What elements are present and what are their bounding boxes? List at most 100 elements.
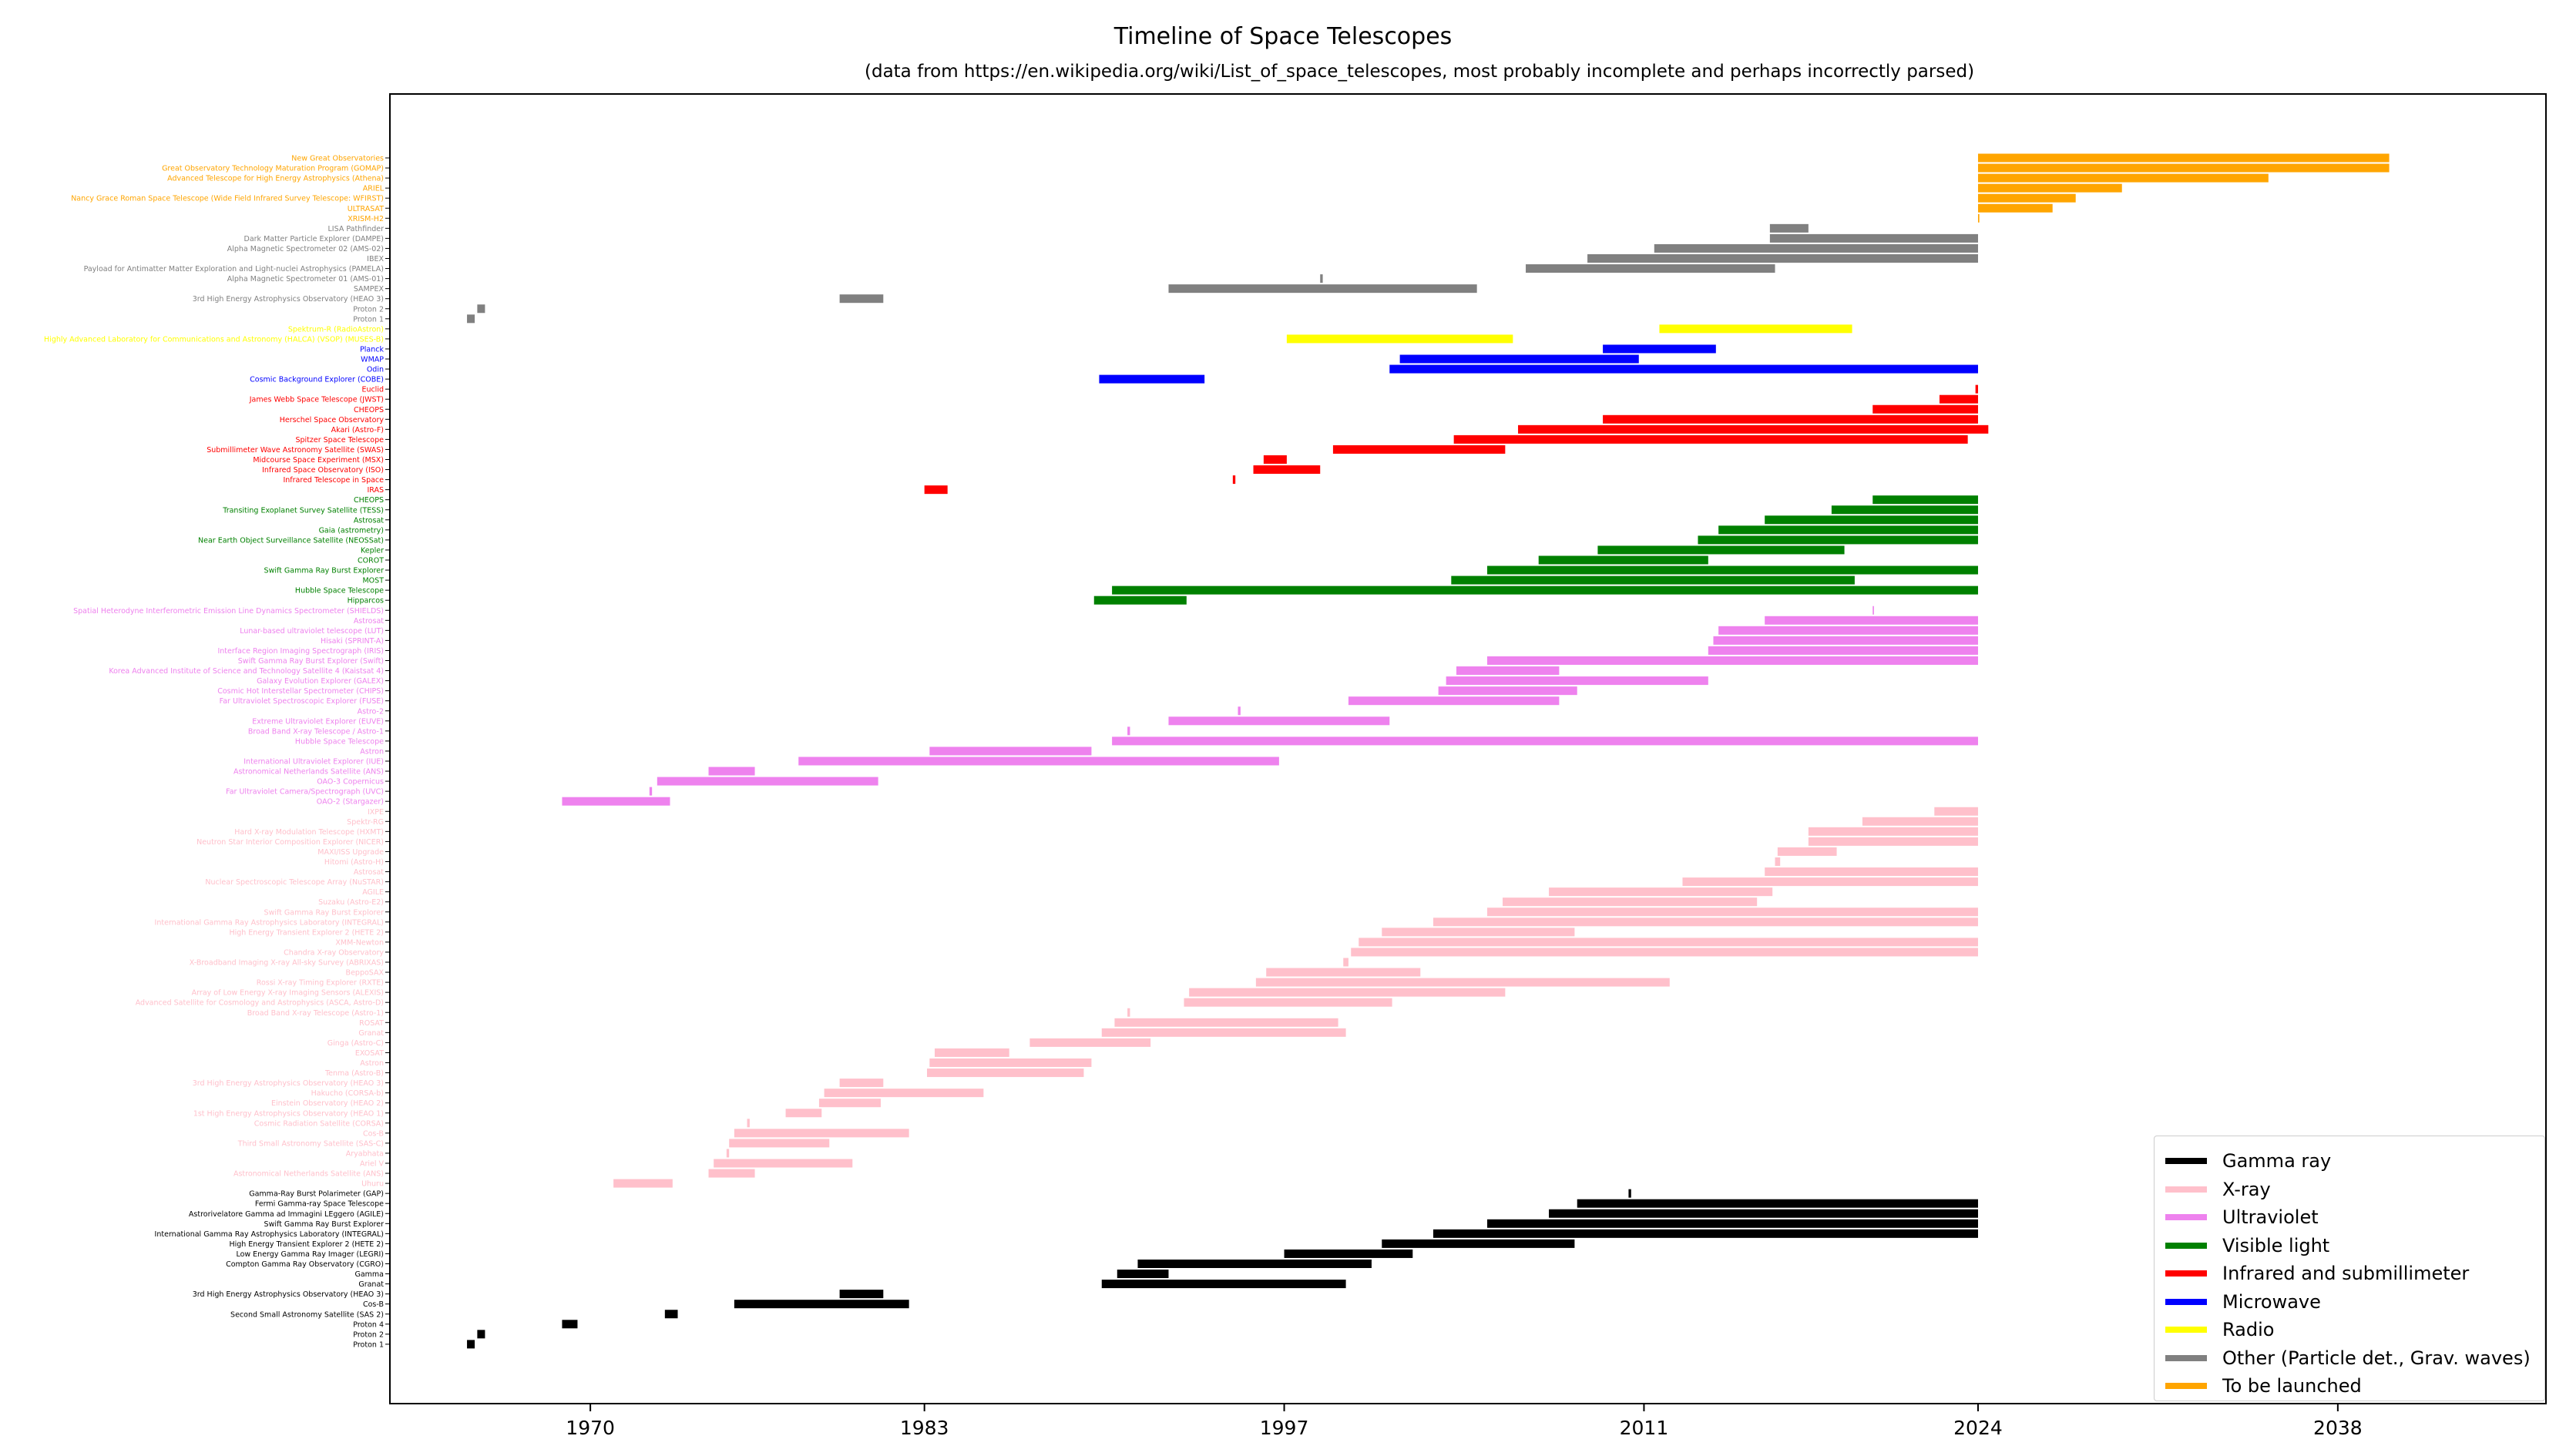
y-tick-label: New Great Observatories	[291, 155, 384, 163]
y-tick-label: Interface Region Imaging Spectrograph (I…	[217, 647, 384, 656]
y-tick-label: High Energy Transient Explorer 2 (HETE 2…	[229, 928, 384, 937]
bar-xray-76	[1432, 918, 1978, 927]
y-tick-label: Astro-2	[358, 707, 384, 716]
legend-item-gamma: Gamma ray	[2155, 1147, 2331, 1175]
y-tick-label: Astrosat	[354, 617, 384, 626]
bar-gamma-109	[1284, 1249, 1413, 1258]
x-tick-label: 2038	[2313, 1417, 2363, 1439]
y-tick-label: Ariel V	[360, 1160, 385, 1169]
bar-infrared-31	[1253, 465, 1321, 475]
y-tick-label: Gamma	[354, 1270, 384, 1279]
bar-gamma-113	[839, 1290, 884, 1299]
legend-item-visible: Visible light	[2155, 1232, 2329, 1260]
bar-visible-34	[1872, 495, 1978, 505]
bar-uv-53	[1438, 686, 1577, 696]
bar-tolaunch-1	[1977, 163, 2390, 173]
bar-xray-97	[734, 1129, 909, 1138]
bar-xray-83	[1189, 988, 1506, 997]
y-tick-label: Hisaki (SPRINT-A)	[321, 637, 384, 646]
y-tick-label: Ginga (Astro-C)	[327, 1039, 384, 1048]
y-tick-label: Proton 4	[353, 1320, 384, 1329]
bar-visible-43	[1112, 585, 1978, 595]
y-tick-label: Great Observatory Technology Maturation …	[162, 165, 384, 173]
y-tick-label: Dark Matter Particle Explorer (DAMPE)	[244, 235, 384, 243]
bar-uv-46	[1765, 616, 1978, 625]
y-tick-label: Cosmic Radiation Satellite (CORSA)	[254, 1119, 384, 1128]
bar-infrared-26	[1603, 414, 1978, 424]
bar-uv-56	[1168, 716, 1390, 726]
bar-xray-87	[1101, 1028, 1346, 1037]
bar-gamma-116	[562, 1320, 578, 1329]
bar-xray-93	[824, 1089, 984, 1098]
bar-uv-51	[1456, 666, 1560, 676]
bar-xray-88	[1029, 1038, 1151, 1047]
y-tick-label: James Webb Space Telescope (JWST)	[249, 396, 384, 404]
legend-swatch	[2165, 1270, 2207, 1277]
y-tick-label: MAXI/ISS Upgrade	[317, 848, 384, 857]
bar-xray-77	[1382, 928, 1575, 937]
y-tick-label: Astrosat	[354, 868, 384, 877]
y-tick-label: Granat	[358, 1280, 384, 1289]
y-tick-label: Compton Gamma Ray Observatory (CGRO)	[226, 1260, 384, 1269]
bar-gamma-117	[477, 1330, 485, 1339]
bar-uv-63	[649, 787, 653, 796]
bar-xray-72	[1682, 877, 1978, 887]
legend-label: Microwave	[2222, 1290, 2321, 1313]
bar-microwave-20	[1399, 354, 1639, 364]
bar-visible-36	[1765, 515, 1978, 525]
bar-other-7	[1769, 223, 1809, 233]
bar-xray-78	[1359, 938, 1978, 947]
bar-xray-86	[1114, 1018, 1338, 1027]
y-tick-label: Swift Gamma Ray Burst Explorer	[264, 567, 385, 575]
y-tick-label: Korea Advanced Institute of Science and …	[109, 667, 384, 676]
y-tick-label: Far Ultraviolet Camera/Spectrograph (UVC…	[226, 788, 384, 797]
y-tick-label: Hard X-ray Modulation Telescope (HXMT)	[234, 828, 384, 837]
y-tick-label: Hakucho (CORSA-b)	[311, 1089, 384, 1098]
bar-uv-54	[1348, 696, 1560, 706]
bar-visible-39	[1597, 545, 1845, 555]
y-tick-label: Hitomi (Astro-H)	[324, 858, 384, 867]
y-tick-label: Rossi X-ray Timing Explorer (RXTE)	[257, 979, 384, 988]
y-tick-label: OAO-3 Copernicus	[317, 778, 384, 787]
bar-other-9	[1654, 243, 1978, 253]
x-tick-label: 1970	[566, 1417, 615, 1439]
y-tick-label: XRISM-H2	[348, 215, 384, 223]
bar-xray-84	[1184, 998, 1392, 1007]
y-tick-label: WMAP	[361, 356, 384, 364]
y-tick-label: Gamma-Ray Burst Polarimeter (GAP)	[249, 1190, 384, 1199]
y-tick-label: Infrared Space Observatory (ISO)	[262, 466, 384, 475]
y-tick-label: Lunar-based ultraviolet telescope (LUT)	[240, 627, 384, 636]
y-tick-label: XMM-Newton	[335, 938, 384, 947]
y-tick-label: Chandra X-ray Observatory	[284, 948, 384, 957]
y-tick-label: Fermi Gamma-ray Space Telescope	[255, 1200, 384, 1209]
legend-item-microwave: Microwave	[2155, 1288, 2321, 1316]
bar-other-16	[467, 314, 475, 324]
y-tick-label: IXPE	[368, 808, 384, 817]
bar-visible-37	[1718, 525, 1978, 535]
y-tick-label: Tenma (Astro-B)	[324, 1069, 384, 1078]
legend-label: Radio	[2222, 1319, 2275, 1340]
y-tick-label: Broad Band X-ray Telescope / Astro-1	[248, 727, 384, 736]
y-tick-label: Odin	[367, 366, 384, 374]
y-tick-label: Hipparcos	[348, 597, 384, 606]
bar-gamma-104	[1577, 1199, 1978, 1208]
y-tick-label: Transiting Exoplanet Survey Satellite (T…	[222, 506, 384, 515]
y-tick-label: AGILE	[362, 888, 384, 897]
bar-xray-98	[729, 1139, 830, 1148]
bar-xray-99	[726, 1149, 730, 1158]
x-tick-label: 2011	[1620, 1417, 1669, 1439]
y-tick-label: Einstein Observatory (HEAO 2)	[271, 1099, 384, 1108]
y-tick-label: Swift Gamma Ray Burst Explorer	[264, 1220, 385, 1229]
legend-label: To be launched	[2222, 1375, 2362, 1397]
legend-swatch	[2165, 1186, 2207, 1193]
y-tick-label: International Gamma Ray Astrophysics Lab…	[155, 918, 384, 927]
y-tick-label: Low Energy Gamma Ray Imager (LEGRI)	[236, 1250, 384, 1259]
y-tick-label: LISA Pathfinder	[328, 225, 385, 233]
bar-gamma-106	[1487, 1219, 1978, 1228]
bar-visible-44	[1093, 595, 1187, 605]
bar-layer	[467, 153, 2390, 1349]
bar-xray-95	[785, 1109, 822, 1118]
legend-label: Other (Particle det., Grav. waves)	[2222, 1347, 2531, 1369]
bar-visible-40	[1538, 555, 1708, 565]
